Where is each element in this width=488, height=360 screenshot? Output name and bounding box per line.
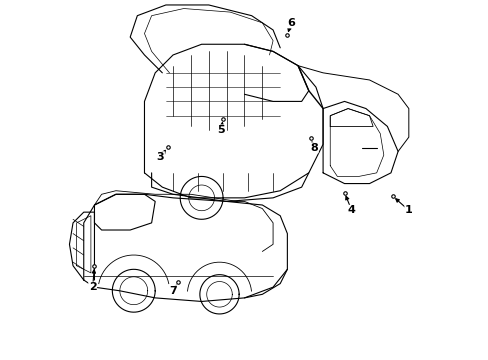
Text: 1: 1 <box>404 205 412 215</box>
Text: 4: 4 <box>347 205 355 215</box>
Text: 6: 6 <box>286 18 294 28</box>
Text: 2: 2 <box>89 282 96 292</box>
Text: 8: 8 <box>310 143 317 153</box>
Text: 5: 5 <box>217 125 224 135</box>
Text: 3: 3 <box>157 152 164 162</box>
Text: 7: 7 <box>169 286 177 296</box>
